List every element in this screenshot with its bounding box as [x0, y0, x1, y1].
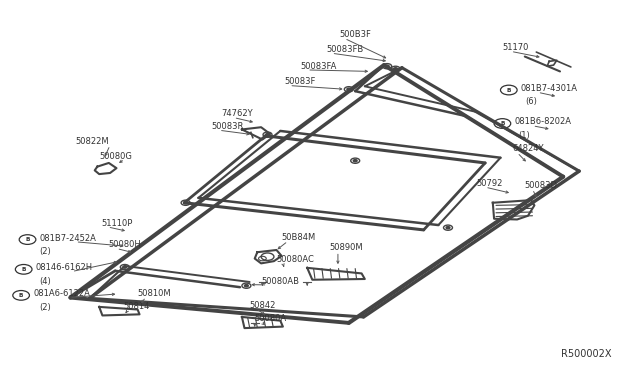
- Circle shape: [353, 160, 357, 162]
- Circle shape: [347, 88, 351, 90]
- Circle shape: [123, 266, 127, 268]
- Text: 50792: 50792: [477, 179, 503, 188]
- Circle shape: [266, 134, 269, 136]
- Text: 50810M: 50810M: [138, 289, 172, 298]
- Text: 50842: 50842: [250, 301, 276, 310]
- Text: R500002X: R500002X: [561, 349, 611, 359]
- Circle shape: [244, 285, 248, 287]
- Text: 50083FA: 50083FA: [301, 62, 337, 71]
- Text: B: B: [22, 267, 26, 272]
- Text: 50080G: 50080G: [99, 152, 132, 161]
- Text: B: B: [507, 87, 511, 93]
- Text: (2): (2): [40, 303, 51, 312]
- Text: (2): (2): [40, 247, 51, 256]
- Text: B: B: [500, 121, 504, 126]
- Text: 51170: 51170: [502, 43, 529, 52]
- Text: 51110P: 51110P: [101, 219, 132, 228]
- Text: 50083F: 50083F: [285, 77, 316, 86]
- Text: 081B7-4301A: 081B7-4301A: [521, 84, 578, 93]
- Text: 081B7-2452A: 081B7-2452A: [40, 234, 97, 243]
- Text: 50822M: 50822M: [76, 137, 109, 146]
- Text: 74762Y: 74762Y: [221, 109, 252, 118]
- Text: 50080A: 50080A: [255, 314, 287, 323]
- Text: (1): (1): [518, 131, 530, 140]
- Circle shape: [385, 65, 389, 67]
- Text: 64824Y: 64824Y: [512, 144, 543, 153]
- Text: 50080AC: 50080AC: [276, 255, 314, 264]
- Text: (4): (4): [40, 277, 51, 286]
- Text: B: B: [19, 293, 23, 298]
- Text: 50080AB: 50080AB: [261, 277, 299, 286]
- Text: 08146-6162H: 08146-6162H: [36, 263, 93, 272]
- Text: 50890M: 50890M: [330, 243, 364, 252]
- Text: 50080H: 50080H: [109, 240, 141, 249]
- Text: 500B3F: 500B3F: [339, 30, 371, 39]
- Circle shape: [394, 68, 397, 70]
- Text: 50083R: 50083R: [211, 122, 244, 131]
- Text: 081A6-6122A: 081A6-6122A: [33, 289, 90, 298]
- Circle shape: [446, 227, 450, 229]
- Text: 50083D: 50083D: [525, 181, 558, 190]
- Text: 50B84M: 50B84M: [282, 233, 316, 242]
- Text: 50083FB: 50083FB: [326, 45, 364, 54]
- Text: 50814: 50814: [123, 302, 149, 311]
- Text: (6): (6): [525, 97, 537, 106]
- Circle shape: [184, 202, 188, 204]
- Text: 081B6-8202A: 081B6-8202A: [515, 118, 572, 126]
- Text: B: B: [26, 237, 29, 242]
